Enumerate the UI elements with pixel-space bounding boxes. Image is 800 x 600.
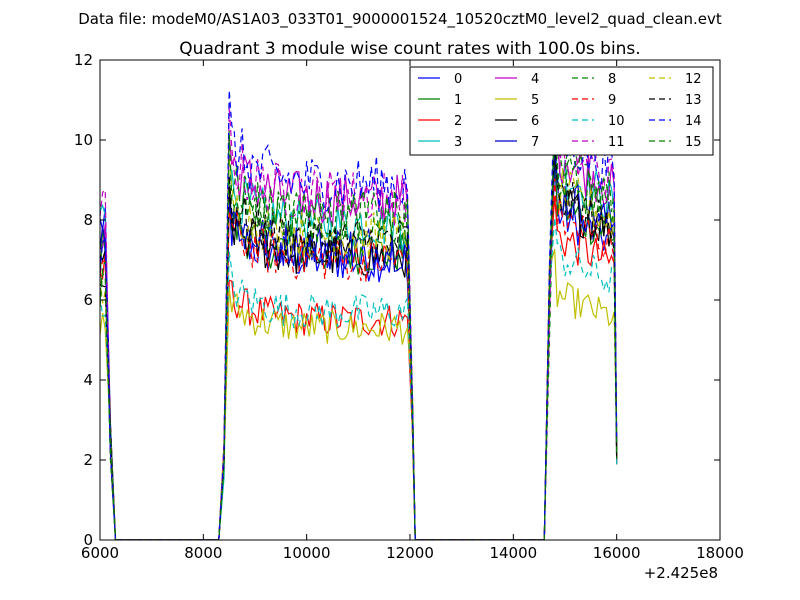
y-tick-label: 8 [83,211,93,229]
legend-label-15: 15 [685,135,702,150]
series-line-9 [100,178,618,540]
legend-label-10: 10 [608,114,625,129]
x-tick-label: 8000 [184,544,222,562]
series-line-2 [100,196,618,540]
legend-label-9: 9 [608,93,616,108]
legend-label-8: 8 [608,72,616,87]
series-line-5 [100,249,618,540]
y-tick-label: 10 [74,131,93,149]
legend-label-7: 7 [531,135,539,150]
y-tick-label: 12 [74,51,93,69]
legend-label-14: 14 [685,114,702,129]
x-tick-label: 12000 [386,544,434,562]
x-tick-label: 16000 [593,544,641,562]
series-line-15 [100,111,618,540]
axes: 6000 8000 10000 12000 14000 16000 180000246810… [74,51,744,562]
legend-label-4: 4 [531,72,539,87]
x-offset-label: +2.425e8 [644,564,718,582]
legend-label-13: 13 [685,93,702,108]
legend-label-12: 12 [685,72,702,87]
y-tick-label: 0 [83,531,93,549]
series-line-4 [100,124,618,540]
y-tick-label: 2 [83,451,93,469]
chart-title: Quadrant 3 module wise count rates with … [179,39,640,59]
series-line-6 [100,157,618,540]
legend-label-1: 1 [454,93,462,108]
chart-suptitle: Data file: modeM0/AS1A03_033T01_90000015… [78,10,722,29]
y-tick-label: 4 [83,371,93,389]
y-tick-label: 6 [83,291,93,309]
legend-label-11: 11 [608,135,625,150]
legend-box [409,66,714,156]
legend-label-6: 6 [531,114,539,129]
series-line-13 [100,135,618,540]
series-line-0 [100,165,618,540]
legend-label-3: 3 [454,135,462,150]
legend-label-2: 2 [454,114,462,129]
legend-label-0: 0 [454,72,462,87]
x-tick-label: 18000 [696,544,744,562]
series-line-3 [100,108,618,540]
series-line-12 [100,120,618,540]
x-tick-label: 14000 [489,544,537,562]
legend-label-5: 5 [531,93,539,108]
x-tick-label: 10000 [283,544,331,562]
x-tick-label: 6000 [81,544,119,562]
series-line-10 [100,217,618,540]
